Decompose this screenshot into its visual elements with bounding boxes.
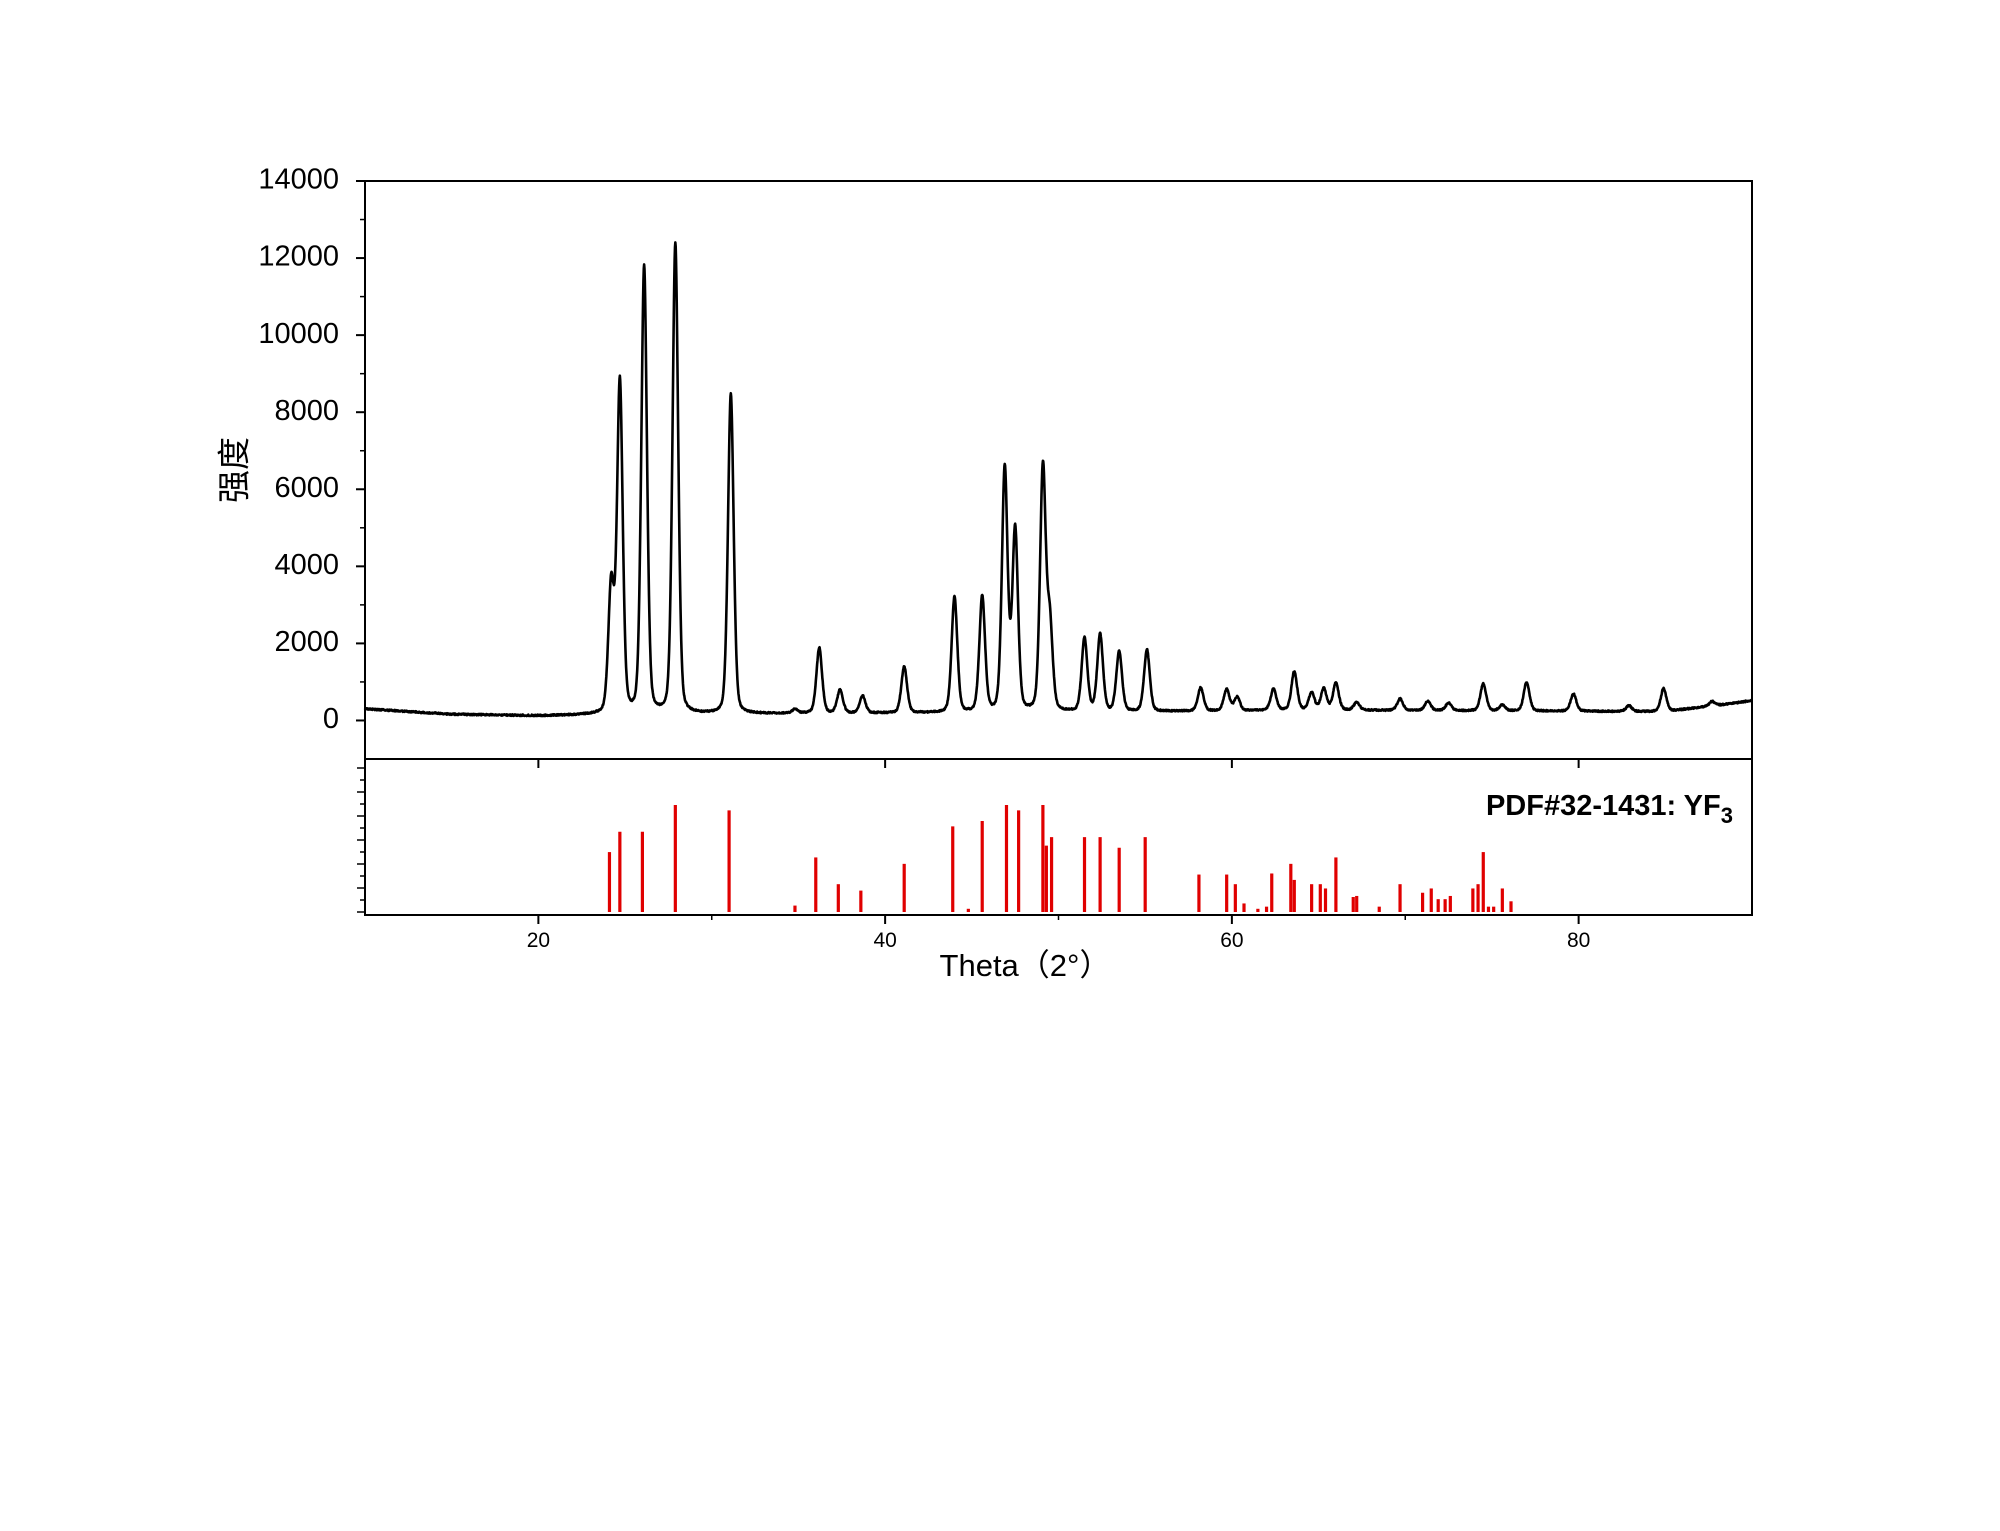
x-tick-label: 20	[527, 929, 550, 952]
y-tick-label: 10000	[258, 318, 339, 350]
diffraction-series-line	[363, 241, 1753, 718]
reference-label-subscript: 3	[1721, 803, 1733, 828]
top-plot-frame	[364, 180, 1753, 760]
reference-label-main: PDF#32-1431: YF	[1486, 790, 1721, 822]
reference-pattern-panel: 20 40 60 80	[357, 758, 1753, 952]
y-tick-label: 6000	[274, 472, 339, 504]
y-tick-label: 12000	[258, 241, 339, 273]
x-tick-label: 60	[1220, 929, 1243, 952]
x-tick-label: 40	[873, 929, 896, 952]
x-tick-label: 80	[1567, 929, 1590, 952]
y-tick-label: 8000	[274, 395, 339, 427]
x-axis-label: Theta（2°）	[940, 948, 1111, 983]
y-axis-label: 强度	[216, 437, 253, 503]
y-tick-label: 2000	[274, 626, 339, 658]
intensity-panel: 0 2000 4000 6000 8000 10000 12000 14000	[258, 164, 1753, 760]
y-tick-label: 0	[323, 703, 339, 735]
y-tick-label: 14000	[258, 164, 339, 196]
y-tick-label: 4000	[274, 549, 339, 581]
reference-label: PDF#32-1431: YF3	[1486, 790, 1733, 828]
bottom-plot-frame	[364, 758, 1753, 916]
